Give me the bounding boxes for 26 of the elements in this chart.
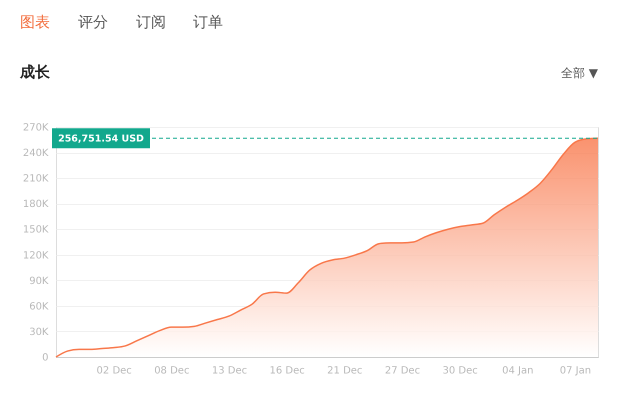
text: 订单 bbox=[193, 13, 223, 31]
y-tick-label: 240K bbox=[22, 148, 49, 160]
y-tick-label: 30K bbox=[29, 326, 49, 338]
x-tick-label: 27 Dec bbox=[384, 366, 420, 376]
y-tick-label: 150K bbox=[22, 224, 49, 236]
text: 评分 bbox=[78, 13, 108, 31]
text: 图表 bbox=[20, 13, 50, 31]
y-tick-label: 60K bbox=[29, 301, 49, 312]
y-tick-label: 270K bbox=[22, 122, 49, 134]
chart-title: 成长 bbox=[19, 63, 51, 81]
x-tick-label: 02 Dec bbox=[96, 366, 132, 376]
x-tick-label: 04 Jan bbox=[502, 366, 534, 376]
y-tick-label: 90K bbox=[29, 276, 49, 287]
text: 全部 ▼ bbox=[560, 66, 599, 80]
x-tick-label: 13 Dec bbox=[212, 366, 248, 376]
x-tick-label: 21 Dec bbox=[327, 366, 362, 376]
y-tick-label: 180K bbox=[22, 199, 49, 210]
text: 订阅 bbox=[136, 13, 166, 31]
y-tick-label: 210K bbox=[22, 174, 49, 185]
ref-line-label: 256,751.54 USD bbox=[58, 133, 144, 144]
y-tick-label: 0 bbox=[42, 352, 48, 364]
x-tick-label: 30 Dec bbox=[442, 366, 478, 376]
x-tick-label: 08 Dec bbox=[154, 366, 190, 376]
y-tick-label: 120K bbox=[22, 250, 49, 262]
x-tick-label: 16 Dec bbox=[270, 366, 305, 376]
x-tick-label: 07 Jan bbox=[560, 366, 592, 376]
